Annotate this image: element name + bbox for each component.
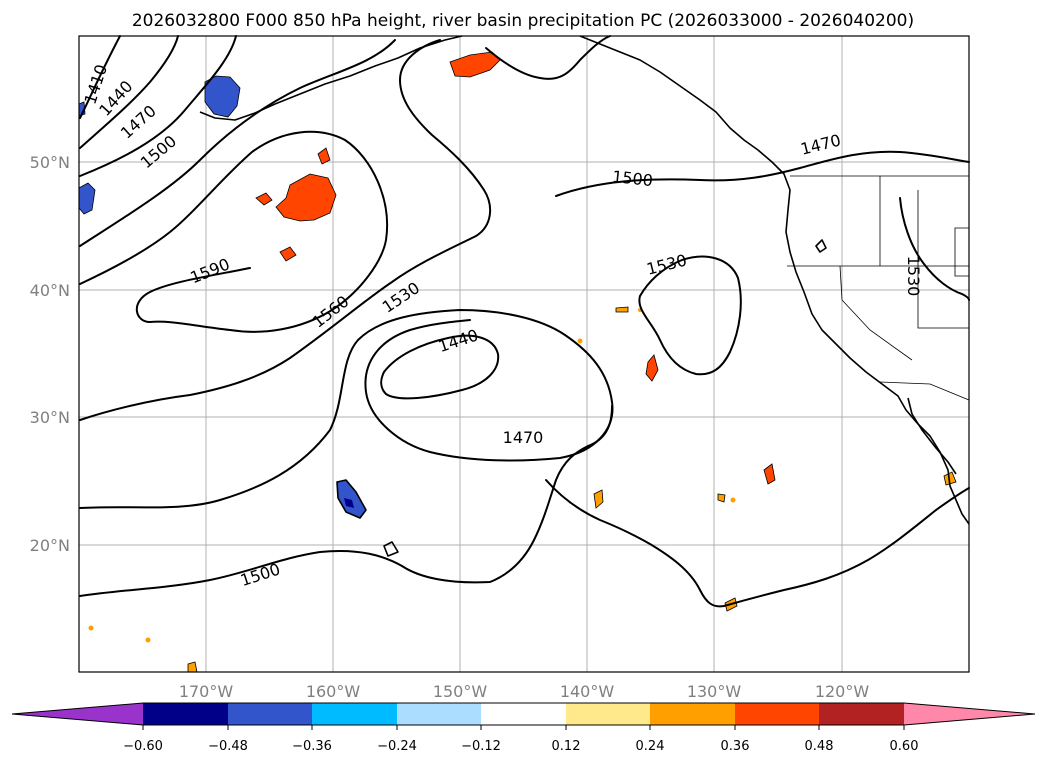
colorbar-segment — [566, 703, 651, 725]
lon-label: 170°W — [179, 682, 234, 701]
colorbar-tick-label: 0.24 — [636, 739, 665, 754]
baja-california-coast — [907, 397, 957, 475]
coastlines — [199, 35, 970, 557]
colorbar-tick-label: 0.36 — [721, 739, 750, 754]
colorbar-segment — [143, 703, 228, 725]
state-border — [839, 265, 913, 361]
precip-positive-area — [255, 192, 273, 206]
political-borders — [787, 175, 970, 401]
precip-positive-area — [88, 625, 94, 631]
longitude-labels: 170°W 160°W 150°W 140°W 130°W 120°W — [179, 682, 870, 701]
colorbar-tick-label: −0.24 — [377, 739, 417, 754]
precip-positive-area — [145, 637, 151, 643]
colorbar-tick-labels: −0.60 −0.48 −0.36 −0.24 −0.12 0.12 0.24 … — [123, 739, 918, 754]
precip-negative-area — [204, 75, 241, 118]
contour-line — [79, 35, 179, 149]
lat-label: 40°N — [30, 281, 70, 300]
contour-line — [79, 130, 389, 333]
latitude-labels: 50°N 40°N 30°N 20°N — [30, 153, 70, 555]
lon-label: 150°W — [433, 682, 488, 701]
contour-line — [79, 405, 613, 597]
contour-label: 1500 — [611, 167, 653, 190]
colorbar-extend-max — [904, 703, 1035, 725]
contour-line — [79, 309, 614, 509]
precip-positive-area — [449, 51, 501, 78]
lon-label: 160°W — [306, 682, 361, 701]
colorbar-tick-label: −0.60 — [123, 739, 163, 754]
contour-line — [79, 35, 121, 119]
lat-label: 30°N — [30, 408, 70, 427]
precip-positive-area — [730, 497, 736, 503]
contour-line — [485, 35, 611, 80]
colorbar-tick-label: −0.48 — [208, 739, 248, 754]
figure-title: 2026032800 F000 850 hPa height, river ba… — [132, 11, 914, 31]
contour-line — [79, 35, 237, 177]
contour-line — [545, 479, 970, 608]
colorbar-segment — [819, 703, 904, 725]
precip-positive-area — [593, 489, 604, 509]
lat-label: 20°N — [30, 536, 70, 555]
precip-positive-area — [279, 246, 297, 262]
height-contours — [79, 35, 970, 608]
colorbar-segment — [735, 703, 820, 725]
colorbar-segment — [228, 703, 313, 725]
contour-line — [79, 39, 492, 421]
us-mexico-border — [879, 381, 970, 401]
precip-positive-area — [763, 463, 776, 485]
hawaii-island — [336, 479, 367, 519]
contour-line — [638, 255, 742, 376]
map-panel: 1410 1440 1470 1500 1590 1560 1530 1440 … — [78, 35, 970, 673]
colorbar-ticks — [142, 725, 905, 730]
colorbar-tick-label: 0.12 — [552, 739, 581, 754]
colorbar-tick-label: −0.12 — [461, 739, 501, 754]
lon-label: 120°W — [815, 682, 870, 701]
precip-positive-area — [275, 173, 337, 222]
inland-lake — [815, 239, 827, 253]
state-border — [917, 190, 969, 329]
colorbar-segment — [397, 703, 482, 725]
precip-positive-area — [187, 661, 198, 673]
precip-positive-area — [717, 493, 726, 503]
precip-positive-area — [645, 354, 659, 382]
colorbar-segment — [312, 703, 397, 725]
colorbar-extend-min — [12, 703, 143, 725]
contour-line — [899, 197, 970, 301]
lat-label: 50°N — [30, 153, 70, 172]
colorbar-tick-label: −0.36 — [292, 739, 332, 754]
contour-line — [555, 150, 970, 197]
precip-positive-area — [943, 471, 957, 486]
colorbar: −0.60 −0.48 −0.36 −0.24 −0.12 0.12 0.24 … — [11, 702, 1036, 754]
contour-line — [79, 39, 396, 247]
contour-label: 1530 — [904, 256, 923, 297]
colorbar-segment — [650, 703, 735, 725]
colorbar-tick-label: 0.48 — [805, 739, 834, 754]
precip-positive-area — [317, 147, 331, 165]
contour-label: 1470 — [503, 428, 544, 447]
colorbar-segment — [481, 703, 566, 725]
colorbar-tick-label: 0.60 — [890, 739, 919, 754]
precip-positive-area — [615, 306, 629, 313]
precip-positive-area — [577, 338, 583, 344]
precip-strong-negative — [344, 498, 354, 508]
lon-label: 140°W — [560, 682, 615, 701]
contour-line — [380, 334, 500, 400]
north-america-coast — [579, 35, 970, 525]
lon-label: 130°W — [687, 682, 742, 701]
map-background — [79, 36, 969, 672]
hawaii-island — [383, 541, 399, 557]
map-frame — [78, 35, 970, 673]
